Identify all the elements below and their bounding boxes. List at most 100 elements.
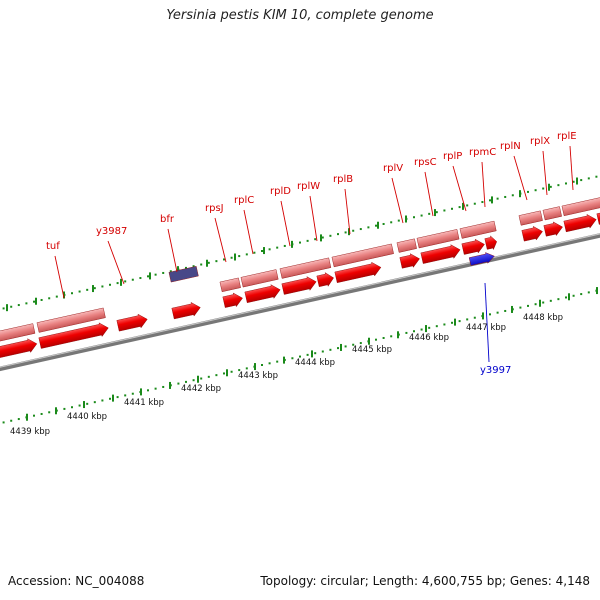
gene-label-y3987: y3987	[96, 226, 127, 237]
label-leader-5	[280, 200, 291, 247]
outer-tick-row-dot	[496, 197, 499, 200]
kbp-label-4446: 4446 kbp	[409, 333, 449, 343]
cds-light-9-body	[518, 210, 543, 226]
outer-tick-row-dot	[367, 226, 370, 229]
inner-tick-row-dot	[33, 414, 35, 417]
kbp-label-4444: 4444 kbp	[295, 358, 335, 368]
gene-label-rplN: rplN	[500, 141, 521, 152]
outer-tick-row-dot	[101, 285, 104, 288]
outer-tick-row-dot	[344, 231, 347, 234]
inner-tick-row-major-tick	[568, 293, 570, 301]
outer-tick-row-dot	[10, 305, 13, 308]
inner-tick-row-dot	[276, 360, 279, 363]
inner-tick-row-major-tick	[454, 318, 456, 326]
inner-tick-row-major-tick	[482, 312, 484, 320]
outer-tick-row-dot	[352, 229, 355, 232]
outer-tick-row-dot	[458, 206, 461, 209]
inner-tick-row-dot	[458, 320, 461, 323]
cds-dark-6	[281, 276, 317, 295]
label-leader-13	[542, 150, 548, 196]
inner-tick-row-major-tick	[596, 287, 598, 295]
outer-tick-row-major-tick	[548, 183, 550, 191]
cds-dark-16	[596, 211, 600, 226]
inner-tick-row-dot	[192, 379, 195, 382]
cds-light-10-body	[542, 206, 562, 221]
inner-tick-row-major-tick	[83, 401, 85, 409]
inner-tick-row-dot	[215, 374, 218, 377]
inner-tick-row-dot	[40, 412, 43, 415]
outer-tick-row-dot	[154, 273, 157, 276]
outer-tick-row-dot	[268, 248, 271, 251]
inner-tick-row-dot	[337, 347, 339, 350]
outer-tick-row-major-tick	[234, 253, 236, 261]
cds-dark-3-body	[171, 302, 201, 320]
inner-tick-row-dot	[542, 301, 545, 304]
kbp-label-4448: 4448 kbp	[523, 313, 563, 323]
cds-dark-14	[543, 221, 563, 237]
outer-tick-row-major-tick	[576, 177, 578, 185]
outer-tick-row-major-tick	[377, 221, 379, 229]
outer-tick-row-dot	[321, 236, 324, 239]
outer-tick-row-dot	[481, 201, 484, 204]
inner-tick-row-dot	[147, 389, 149, 392]
inner-tick-row-dot	[261, 364, 263, 367]
inner-tick-row-dot	[101, 399, 104, 402]
outer-tick-row-dot	[443, 209, 446, 212]
gene-label-rplW: rplW	[297, 181, 320, 192]
outer-tick-row-major-tick	[434, 209, 436, 217]
inner-tick-row-dot	[473, 316, 476, 319]
inner-tick-row-dot	[48, 411, 51, 414]
inner-tick-row-major-tick	[55, 407, 57, 415]
cds-dark-6-body	[281, 276, 317, 295]
outer-tick-row-dot	[48, 297, 51, 300]
label-leader-1	[107, 240, 125, 285]
outer-tick-row-dot	[25, 302, 28, 305]
outer-tick-row-dot	[139, 277, 142, 280]
cds-light-6	[396, 238, 417, 253]
outer-tick-row-dot	[587, 177, 590, 180]
inner-tick-row-dot	[420, 328, 423, 331]
outer-tick-row-dot	[78, 290, 81, 293]
outer-tick-row-dot	[489, 199, 491, 202]
inner-tick-row-dot	[496, 311, 499, 314]
cds-light-10	[542, 206, 562, 221]
gene-label-rplV: rplV	[383, 163, 403, 174]
outer-tick-row-dot	[306, 239, 309, 242]
outer-tick-row-dot	[55, 295, 58, 298]
outer-tick-row-dot	[86, 288, 89, 291]
inner-tick-row-dot	[321, 350, 324, 353]
label-leader-7	[344, 188, 351, 235]
inner-tick-row-major-tick	[254, 363, 256, 371]
kbp-label-4443: 4443 kbp	[238, 371, 278, 381]
outer-tick-row-dot	[420, 214, 423, 217]
outer-tick-row-dot	[162, 271, 165, 274]
cds-light-5-body	[331, 243, 394, 268]
outer-tick-row-dot	[314, 238, 317, 241]
inner-tick-row-major-tick	[340, 343, 342, 351]
outer-tick-row-dot	[299, 241, 301, 244]
outer-tick-row-dot	[238, 255, 241, 258]
map-title: Yersinia pestis KIM 10, complete genome	[166, 8, 434, 23]
inner-tick-row-major-tick	[511, 305, 513, 313]
cds-light-7-body	[416, 229, 460, 249]
inner-tick-row-dot	[557, 298, 560, 301]
cds-light-9	[518, 210, 543, 226]
outer-tick-row-dot	[534, 189, 537, 192]
inner-tick-row-dot	[489, 313, 491, 316]
cds-light-7	[416, 229, 460, 249]
cds-dark-4	[222, 292, 243, 308]
inner-tick-row-dot	[344, 345, 347, 348]
inner-tick-row-dot	[268, 362, 271, 365]
cds-dark-15	[563, 214, 597, 233]
gene-label-tuf: tuf	[46, 241, 60, 252]
outer-tick-row-dot	[147, 275, 149, 278]
cds-dark-1-body	[38, 322, 109, 349]
label-leader-6	[309, 195, 318, 242]
outer-tick-row-dot	[245, 253, 248, 256]
outer-tick-row-dot	[504, 195, 507, 198]
inner-tick-row-dot	[306, 353, 309, 356]
outer-tick-row-dot	[359, 228, 362, 231]
outer-tick-row-dot	[511, 194, 514, 197]
cds-dark-9-body	[399, 253, 420, 269]
genome-backbone-highlight	[0, 233, 600, 368]
